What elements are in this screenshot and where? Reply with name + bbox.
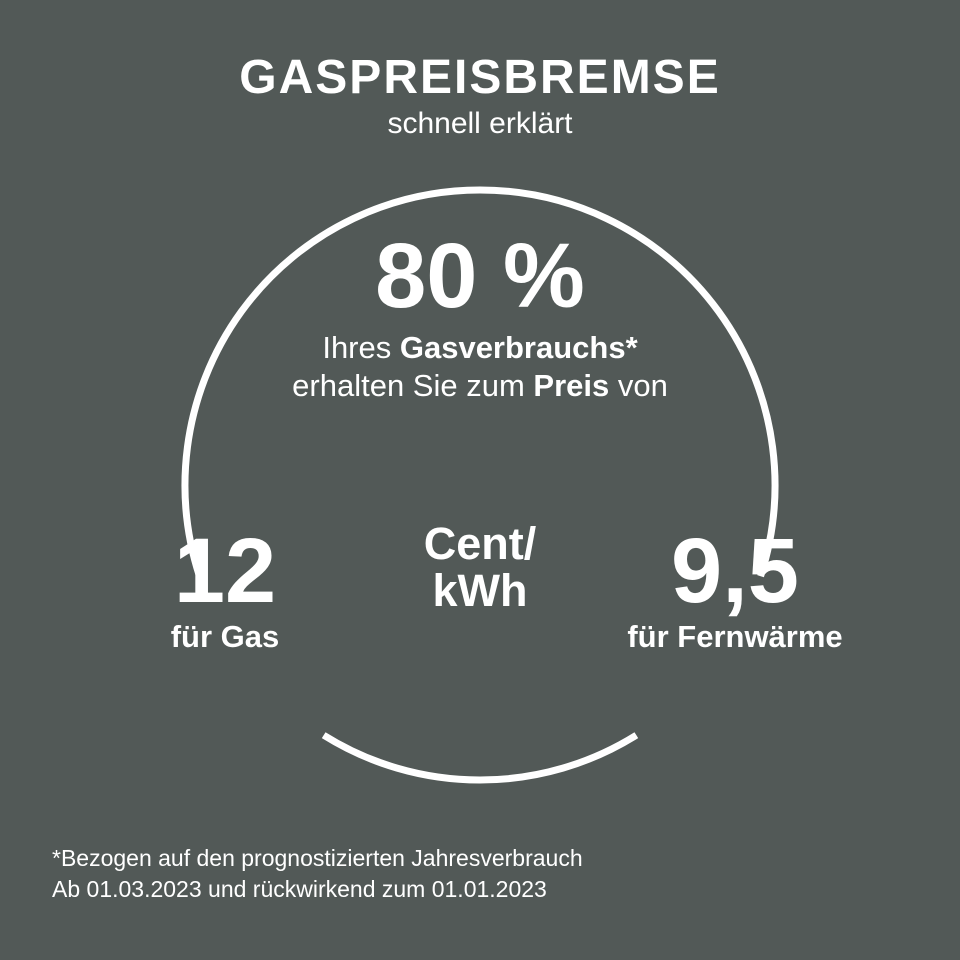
footnote-line-2: Ab 01.03.2023 und rückwirkend zum 01.01.… xyxy=(52,874,583,905)
circle-content: 80 % Ihres Gasverbrauchs* erhalten Sie z… xyxy=(170,230,790,404)
page-title: GASPREISBREMSE xyxy=(0,0,960,105)
price-heat-label: für Fernwärme xyxy=(560,619,910,655)
price-heat-value: 9,5 xyxy=(560,525,910,617)
desc-line-1: Ihres Gasverbrauchs* xyxy=(170,330,790,366)
footnote: *Bezogen auf den prognostizierten Jahres… xyxy=(52,843,583,905)
desc-line-2-post: von xyxy=(609,368,668,403)
circle-diagram: 80 % Ihres Gasverbrauchs* erhalten Sie z… xyxy=(170,175,790,795)
desc-line-2: erhalten Sie zum Preis von xyxy=(170,368,790,404)
footnote-line-1: *Bezogen auf den prognostizierten Jahres… xyxy=(52,843,583,874)
desc-line-2-pre: erhalten Sie zum xyxy=(292,368,533,403)
price-gas-label: für Gas xyxy=(110,619,340,655)
desc-line-1-bold: Gasverbrauchs* xyxy=(400,330,638,365)
page-subtitle: schnell erklärt xyxy=(0,107,960,141)
price-heat: 9,5 für Fernwärme xyxy=(560,525,910,655)
price-gas: 12 für Gas xyxy=(110,525,340,655)
price-gas-value: 12 xyxy=(110,525,340,617)
desc-line-2-bold: Preis xyxy=(533,368,609,403)
desc-line-1-pre: Ihres xyxy=(322,330,400,365)
percent-value: 80 % xyxy=(170,230,790,322)
